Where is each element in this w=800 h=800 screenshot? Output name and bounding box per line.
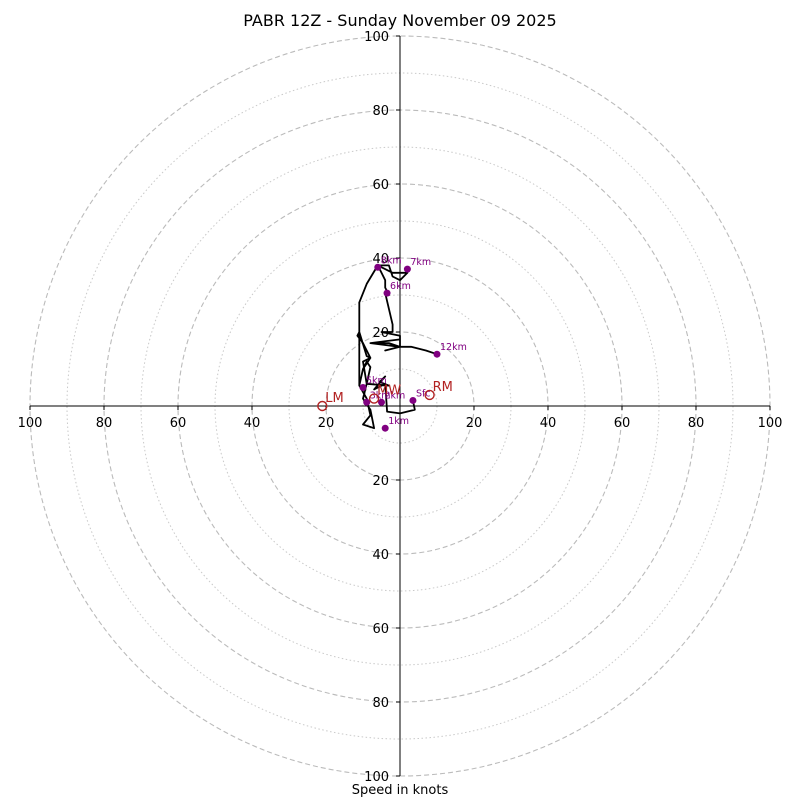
x-tick-label-left-80: 80 [96,416,113,431]
height-marker-Sfc [409,396,417,404]
x-tick-label-left-100: 100 [18,416,43,431]
height-marker-2km [378,398,385,406]
y-tick-label-top-20: 20 [372,326,389,341]
storm-motion-marker-MW [368,393,380,404]
height-label-3km: 3km [370,390,391,401]
storm-motion-label-RM: RM [433,380,453,395]
height-marker-7km [403,265,411,273]
y-tick-label-bottom-60: 60 [372,622,389,637]
height-marker-5km [359,384,367,391]
storm-motion-label-MW: MW [377,384,401,399]
storm-motion-marker-LM [317,400,328,412]
height-marker-12km [433,350,441,358]
y-tick-label-bottom-80: 80 [372,696,389,711]
height-label-2km: 2km [385,390,406,401]
height-label-5km: 5km [366,376,387,387]
y-tick-label-top-100: 100 [364,30,389,45]
y-tick-label-top-80: 80 [372,104,389,119]
x-tick-label-right-100: 100 [758,416,783,431]
height-label-12km: 12km [440,342,467,353]
x-tick-label-right-40: 40 [540,416,557,431]
x-tick-label-left-20: 20 [318,416,335,431]
y-tick-label-bottom-100: 100 [364,770,389,785]
height-label-6km: 6km [390,281,411,292]
y-tick-label-bottom-40: 40 [372,548,389,563]
x-axis-label: Speed in knots [351,783,449,798]
height-marker-6km [383,289,391,297]
tick-labels: 100 100 100 100 80 80 80 80 60 60 60 60 40 40 40 40 20 20… [18,30,783,785]
height-marker-8km [374,263,382,271]
height-marker-3km [363,398,371,406]
storm-motion-label-LM: LM [325,391,343,406]
height-label-8km: 8km [381,255,402,266]
storm-motion-marker-RM [424,389,435,401]
x-tick-label-right-80: 80 [688,416,705,431]
x-tick-label-left-60: 60 [170,416,187,431]
height-label-7km: 7km [410,257,431,268]
chart-title: PABR 12Z - Sunday November 09 2025 [243,11,557,30]
y-tick-label-bottom-20: 20 [372,474,389,489]
x-tick-label-left-40: 40 [244,416,261,431]
x-tick-label-right-60: 60 [614,416,631,431]
x-tick-label-right-20: 20 [466,416,483,431]
y-tick-label-top-40: 40 [372,252,389,267]
axes [30,36,770,776]
height-label-1km: 1km [388,416,409,427]
y-tick-label-top-60: 60 [372,178,389,193]
height-marker-1km [381,424,389,432]
height-label-Sfc: Sfc [416,388,431,399]
storm-motion-markers: RM LM MW [317,380,453,412]
